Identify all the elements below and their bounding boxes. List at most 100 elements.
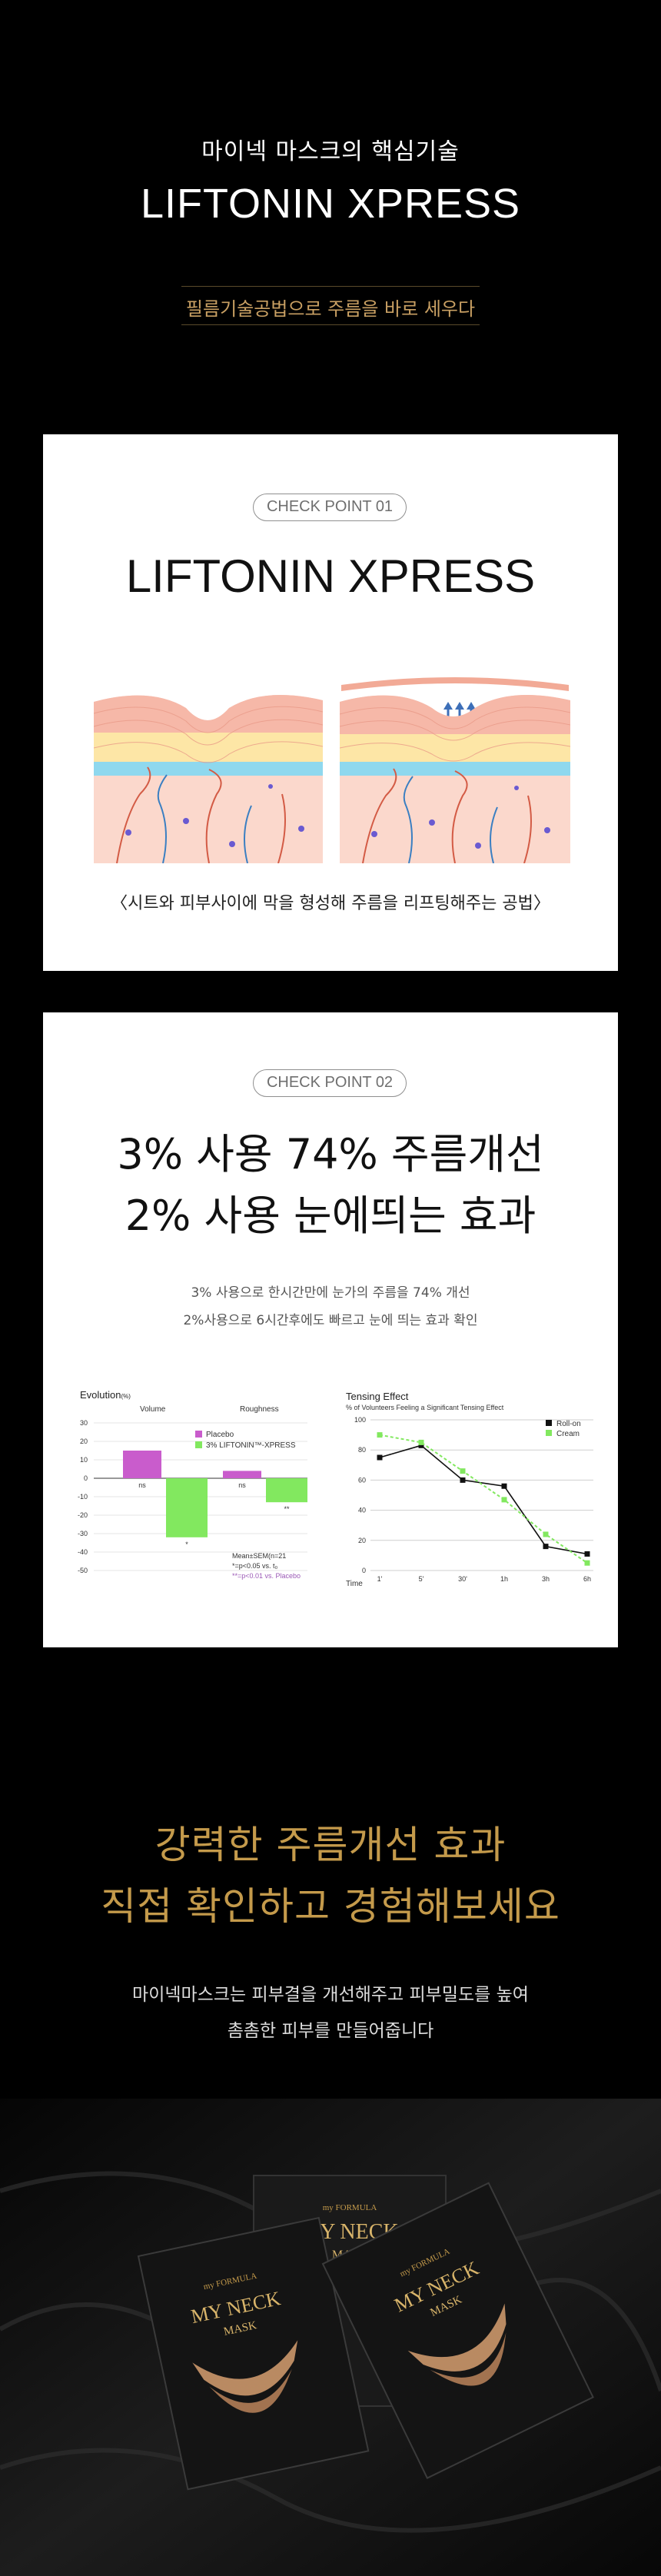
tensing-point-cream <box>418 1439 424 1445</box>
evolution-bars: ns * ns ** <box>123 1451 307 1548</box>
checkpoint-02-desc-1: 3% 사용으로 한시간만에 눈가의 주름을 74% 개선 <box>191 1285 470 1301</box>
tensing-point-rollon <box>584 1551 590 1557</box>
tensing-axis: 100 80 60 40 20 0 1' 5' 30' 1h 3h 6h <box>354 1416 593 1583</box>
checkpoint-02-headline-1: 3% 사용 74% 주름개선 <box>43 1120 618 1181</box>
checkpoint-01-card: CHECK POINT 01 LIFTONIN XPRESS <box>43 434 618 971</box>
tensing-point-rollon <box>501 1483 507 1489</box>
tensing-point-cream <box>584 1560 590 1566</box>
legend-liftonin: 3% LIFTONIN™-XPRESS <box>206 1441 296 1450</box>
evolution-bar <box>166 1478 208 1537</box>
tensing-xtick-label: 1h <box>500 1575 508 1583</box>
tagline-top-rule <box>181 286 480 287</box>
evolution-notes: Mean±SEM(n=21 *=p<0.05 vs. t₀ **=p<0.01 … <box>232 1552 301 1580</box>
tensing-series-line <box>379 1444 588 1555</box>
tensing-xtick-label: 1' <box>377 1575 383 1583</box>
checkpoint-01-caption: 〈시트와 피부사이에 막을 형성해 주름을 리프팅해주는 공법〉 <box>111 894 550 913</box>
headline-2-text: 2% 사용 눈에띄는 효과 <box>125 1192 536 1240</box>
note-p05: *=p<0.05 vs. t₀ <box>232 1562 278 1570</box>
headline-1-text: 3% 사용 74% 주름개선 <box>117 1130 544 1178</box>
hero-subtitle: 마이넥 마스크의 핵심기술 <box>201 138 460 165</box>
evolution-category-roughness: Roughness <box>240 1405 279 1414</box>
tensing-ytick-label: 100 <box>354 1416 366 1424</box>
tensing-point-cream <box>501 1497 507 1503</box>
tensing-xtick-label: 6h <box>583 1575 591 1583</box>
tensing-ytick-label: 40 <box>358 1507 366 1514</box>
checkpoint-01-title: LIFTONIN XPRESS <box>125 550 536 602</box>
skin-before-illustration <box>94 694 323 863</box>
necklace-left <box>192 2340 298 2413</box>
evolution-bar <box>266 1478 307 1503</box>
evolution-bar-label: * <box>185 1541 188 1548</box>
pouch-right-body <box>321 2182 594 2479</box>
product-pouch-right: my FORMULA MY NECK MASK <box>321 2182 594 2479</box>
tensing-point-rollon <box>460 1477 466 1483</box>
tensing-title: Tensing Effect <box>346 1391 409 1402</box>
bottom-headline-1: 강력한 주름개선 효과 <box>154 1823 507 1867</box>
box-back-brand: my FORMULA <box>323 2203 377 2212</box>
bottom-desc-2: 촘촘한 피부를 만들어줍니다 <box>227 2021 434 2041</box>
tensing-point-rollon <box>543 1544 549 1550</box>
checkpoint-02-badge: CHECK POINT 02 <box>253 1069 407 1097</box>
legend-swatch-placebo <box>195 1431 202 1438</box>
checkpoint-01-badge: CHECK POINT 01 <box>253 494 407 521</box>
tensing-point-cream <box>377 1432 383 1438</box>
checkpoint-02-card: CHECK POINT 02 3% 사용 74% 주름개선 2% 사용 눈에띄는… <box>43 1012 618 1647</box>
tensing-series-line <box>379 1434 588 1564</box>
tagline-bottom-rule <box>181 324 480 325</box>
evolution-title: Evolution(%) <box>80 1389 131 1401</box>
evolution-ytick-label: 0 <box>84 1474 88 1482</box>
checkpoint-02-headline-2: 2% 사용 눈에띄는 효과 <box>43 1182 618 1242</box>
legend-swatch-cream <box>546 1430 552 1436</box>
bottom-desc-1: 마이넥마스크는 피부결을 개선해주고 피부밀도를 높여 <box>132 1985 529 2005</box>
tensing-ytick-label: 20 <box>358 1537 366 1544</box>
evolution-bar-label: ns <box>138 1481 146 1489</box>
evolution-bar-label: ns <box>238 1481 246 1489</box>
evolution-ytick-label: 20 <box>80 1438 88 1445</box>
legend-rollon: Roll-on <box>556 1420 581 1428</box>
tensing-xlabel: Time <box>346 1580 363 1588</box>
evolution-category-volume: Volume <box>140 1405 166 1414</box>
note-p01: **=p<0.01 vs. Placebo <box>232 1572 301 1580</box>
tensing-point-cream <box>543 1531 549 1537</box>
evolution-ytick-label: -10 <box>78 1493 88 1501</box>
evolution-bar-chart: Evolution(%) Volume Roughness 30 20 10 0 -10… <box>78 1389 307 1580</box>
tensing-xtick-label: 30' <box>458 1575 467 1583</box>
evolution-ytick-label: 10 <box>80 1456 88 1464</box>
hero-title: LIFTONIN XPRESS <box>140 181 521 227</box>
tensing-ytick-label: 80 <box>358 1446 366 1454</box>
tensing-point-rollon <box>377 1454 383 1461</box>
evolution-ytick-label: -20 <box>78 1511 88 1519</box>
evolution-legend: Placebo 3% LIFTONIN™-XPRESS <box>195 1431 296 1450</box>
tensing-xtick-label: 3h <box>542 1575 550 1583</box>
necklace-right <box>407 2303 507 2386</box>
product-photo: my FORMULA MY NECK MASK my FORMULA MY NE… <box>0 2099 661 2576</box>
tensing-subtitle: % of Volunteers Feeling a Significant Te… <box>346 1404 504 1411</box>
pouch-left-body <box>137 2216 370 2491</box>
tensing-xtick-label: 5' <box>419 1575 424 1583</box>
skin-after-illustration <box>340 677 570 863</box>
tensing-line-chart: Tensing Effect % of Volunteers Feeling a… <box>346 1391 593 1588</box>
tensing-legend: Roll-on Cream <box>546 1420 581 1438</box>
evolution-ytick-label: -50 <box>78 1567 88 1574</box>
tensing-ytick-label: 0 <box>362 1567 366 1574</box>
tensing-point-rollon <box>418 1442 424 1448</box>
checkpoint-02-desc-2: 2%사용으로 6시간후에도 빠르고 눈에 띄는 효과 확인 <box>183 1313 478 1328</box>
evolution-ytick-label: 30 <box>80 1419 88 1427</box>
tensing-point-cream <box>460 1468 466 1474</box>
evolution-ytick-label: -40 <box>78 1548 88 1556</box>
evolution-bar <box>123 1451 161 1478</box>
tensing-ytick-label: 60 <box>358 1476 366 1484</box>
note-mean: Mean±SEM(n=21 <box>232 1552 286 1560</box>
hero-tagline: 필름기술공법으로 주름을 바로 세우다 <box>185 298 476 320</box>
evolution-ytick-label: -30 <box>78 1530 88 1537</box>
bottom-headline-2: 직접 확인하고 경험해보세요 <box>101 1884 560 1929</box>
legend-placebo: Placebo <box>206 1431 234 1439</box>
legend-swatch-liftonin <box>195 1441 202 1448</box>
legend-swatch-rollon <box>546 1420 552 1426</box>
tensing-lines <box>377 1432 590 1566</box>
evolution-bar <box>223 1471 261 1478</box>
legend-cream: Cream <box>556 1430 580 1438</box>
hero-tagline-box: 필름기술공법으로 주름을 바로 세우다 <box>181 286 480 325</box>
evolution-bar-label: ** <box>284 1505 290 1513</box>
product-pouch-left: my FORMULA MY NECK MASK <box>137 2216 370 2491</box>
